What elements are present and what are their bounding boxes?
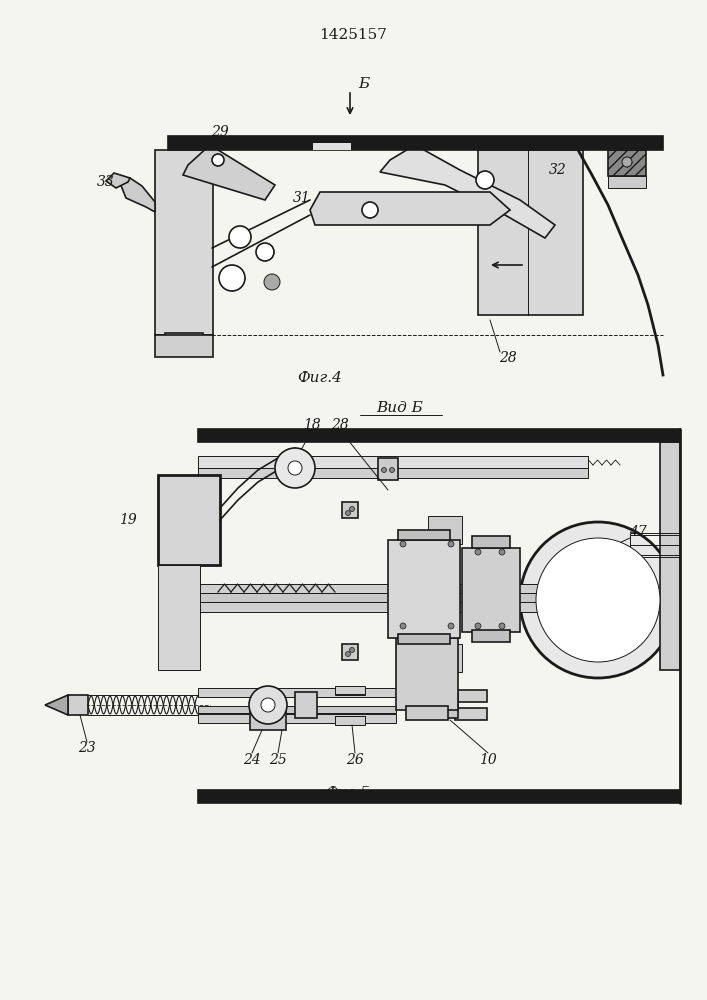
Text: 10: 10 — [479, 753, 497, 767]
Bar — [198, 688, 396, 697]
Text: 31: 31 — [293, 191, 311, 205]
Circle shape — [349, 648, 354, 652]
Bar — [198, 468, 588, 478]
Bar — [608, 176, 646, 188]
Circle shape — [264, 274, 280, 290]
Bar — [68, 695, 88, 715]
Bar — [165, 333, 203, 355]
Text: Фиг.5: Фиг.5 — [325, 786, 370, 800]
Bar — [198, 790, 680, 803]
Bar — [455, 708, 487, 720]
Bar — [462, 548, 520, 632]
Text: 23: 23 — [78, 741, 96, 755]
Circle shape — [349, 506, 354, 512]
Circle shape — [346, 510, 351, 516]
Circle shape — [219, 265, 245, 291]
Bar — [335, 686, 365, 695]
Text: 32: 32 — [549, 163, 567, 177]
Bar — [198, 584, 630, 593]
Polygon shape — [380, 145, 555, 238]
Text: 1425157: 1425157 — [319, 28, 387, 42]
Circle shape — [212, 154, 224, 166]
Text: 28: 28 — [331, 418, 349, 432]
Circle shape — [382, 468, 387, 473]
Bar — [155, 150, 213, 335]
Bar — [198, 706, 396, 713]
Text: 19: 19 — [119, 513, 137, 527]
Circle shape — [499, 549, 505, 555]
Bar — [472, 536, 510, 548]
Text: 29: 29 — [211, 125, 229, 139]
Bar — [396, 638, 458, 710]
Bar — [198, 714, 396, 723]
Bar — [378, 458, 398, 480]
Bar — [432, 692, 458, 718]
Bar — [478, 150, 583, 315]
Bar — [420, 696, 434, 714]
Bar — [630, 533, 680, 557]
Text: 28: 28 — [499, 351, 517, 365]
Polygon shape — [45, 695, 68, 715]
Bar — [168, 136, 663, 150]
Circle shape — [400, 541, 406, 547]
Bar — [198, 429, 680, 442]
Text: 26: 26 — [346, 753, 364, 767]
Text: 33: 33 — [97, 175, 115, 189]
Polygon shape — [310, 192, 510, 225]
Bar — [198, 602, 630, 612]
Bar — [455, 690, 487, 702]
Circle shape — [400, 623, 406, 629]
Text: 18: 18 — [303, 418, 321, 432]
Text: Б: Б — [358, 77, 370, 91]
Bar — [472, 630, 510, 642]
Circle shape — [475, 623, 481, 629]
Bar — [158, 475, 220, 565]
Circle shape — [229, 226, 251, 248]
Circle shape — [346, 652, 351, 656]
Bar — [428, 516, 462, 544]
Bar — [198, 456, 588, 468]
Circle shape — [476, 171, 494, 189]
Circle shape — [448, 541, 454, 547]
Circle shape — [499, 623, 505, 629]
Circle shape — [390, 468, 395, 473]
Circle shape — [362, 202, 378, 218]
Polygon shape — [120, 178, 155, 212]
Bar — [342, 644, 358, 660]
Circle shape — [275, 448, 315, 488]
Polygon shape — [106, 173, 130, 188]
Bar — [250, 704, 286, 730]
Bar — [608, 150, 646, 176]
Bar — [398, 634, 450, 644]
Polygon shape — [183, 145, 275, 200]
Bar — [198, 593, 630, 602]
Text: 25: 25 — [269, 753, 287, 767]
Bar — [155, 335, 213, 357]
Text: Фиг.4: Фиг.4 — [298, 371, 342, 385]
Text: 47: 47 — [629, 525, 647, 539]
Bar — [295, 692, 317, 718]
Bar — [388, 540, 460, 638]
Circle shape — [261, 698, 275, 712]
Bar — [158, 565, 200, 670]
Circle shape — [622, 157, 632, 167]
Circle shape — [288, 461, 302, 475]
Text: 24: 24 — [243, 753, 261, 767]
Bar — [418, 644, 462, 672]
Bar — [406, 706, 448, 720]
Bar — [335, 716, 365, 725]
Text: Вид Б: Вид Б — [377, 401, 423, 415]
Bar — [660, 442, 680, 670]
Circle shape — [249, 686, 287, 724]
Bar — [313, 143, 351, 150]
Circle shape — [448, 623, 454, 629]
Circle shape — [520, 522, 676, 678]
Circle shape — [475, 549, 481, 555]
Circle shape — [536, 538, 660, 662]
Circle shape — [256, 243, 274, 261]
Bar — [398, 530, 450, 540]
Bar — [342, 502, 358, 518]
